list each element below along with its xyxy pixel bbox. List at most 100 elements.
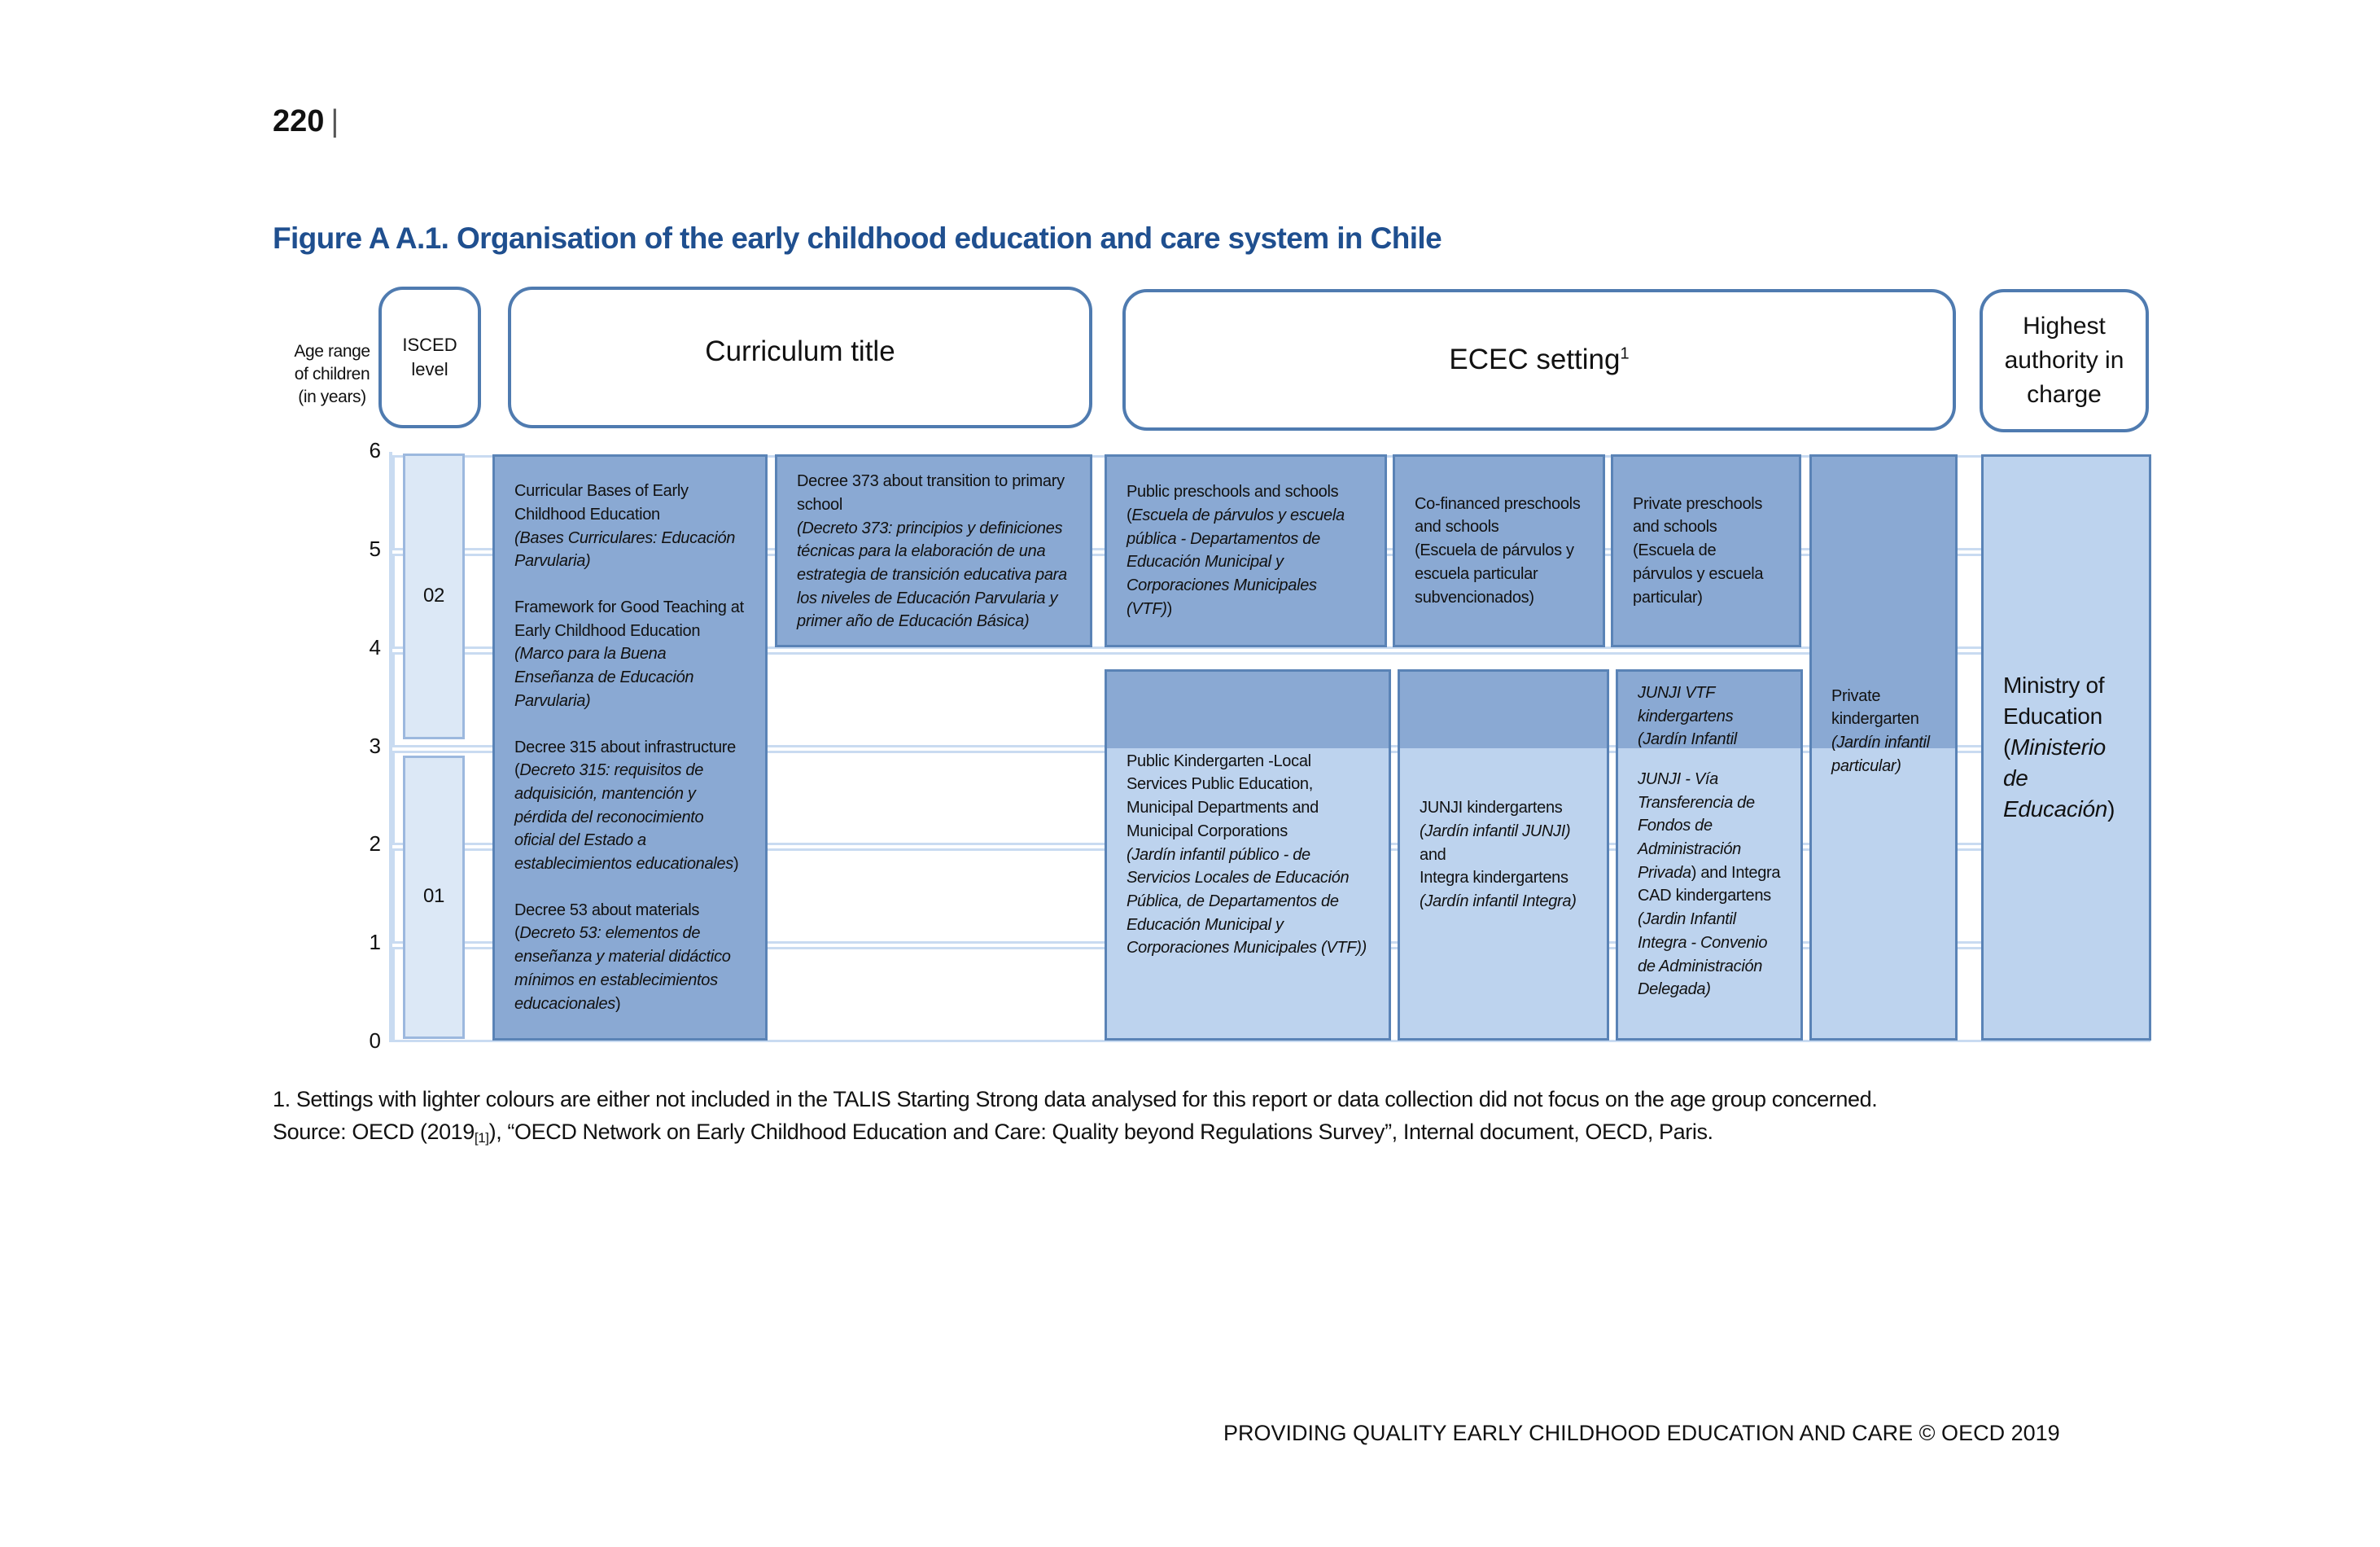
age-tick-label: 0 [369,1028,381,1053]
box-line: (Jardín infantil particular) [1831,731,1936,778]
box-text: Co-financed preschools and schools (Escue… [1415,493,1583,610]
italic-text: (Jardín infantil público - de Servicios … [1127,845,1367,958]
box-line: (Jardin Infantil Integra - Convenio de A… [1638,908,1781,1001]
included-portion [1618,671,1800,748]
page-number: 220 | [273,104,339,139]
source-reference-link[interactable]: [1] [474,1130,489,1146]
included-portion [1400,671,1607,748]
curriculum-transition-box: Decree 373 about transition to primary s… [775,454,1092,647]
box-line: Decree 315 about infrastructure [514,736,746,760]
box-line: (Escuela de párvulos y escuela pública -… [1127,504,1365,621]
text: Co-financed preschools and schools [1415,494,1581,537]
italic-text: Decreto 315: requisitos de adquisición, … [514,761,733,874]
box-paragraph: Decree 53 about materials (Decreto 53: el… [514,899,746,1016]
box-text: JUNJI VTF kindergartens (Jardín Infantil… [1638,681,1781,1001]
box-line: Decree 373 about transition to primary s… [797,470,1070,516]
box-text: JUNJI kindergartens (Jardín infantil JUNJ… [1420,796,1587,914]
curriculum-main-box: Curricular Bases of Early Childhood Educ… [492,454,768,1041]
authority-header: Highest authority in charge [1980,289,2149,432]
junji-integra-box: JUNJI kindergartens (Jardín infantil JUNJ… [1398,668,1609,1041]
italic-text: (Decreto 373: principios y definiciones … [797,519,1067,631]
box-paragraph: Decree 315 about infrastructure (Decreto … [514,736,746,876]
page-separator: | [330,104,339,138]
ecec-header-text: ECEC setting [1449,344,1621,375]
text: ( [514,761,520,780]
box-line: Private preschools and schools [1633,493,1779,539]
ecec-header-label: ECEC setting1 [1449,344,1629,376]
box-line: (Jardín infantil JUNJI) [1420,820,1587,844]
text: Public preschools and schools [1127,483,1339,502]
age-axis-line [389,452,392,1042]
text: ) [2107,796,2115,822]
box-line: Private kindergarten [1831,685,1936,731]
italic-text: Ministerio de Educación [2003,734,2108,822]
box-line: (Escuela de párvulos y escuela particula… [1415,539,1583,609]
text: Integra kindergartens [1420,869,1568,887]
text: JUNJI kindergartens [1420,799,1563,817]
box-paragraph: Public preschools and schools (Escuela de… [1127,480,1365,620]
text: ( [2003,734,2011,760]
text: Private kindergarten [1831,686,1919,729]
ministry-box: Ministry of Education (Ministerio de Educ… [1981,454,2151,1041]
private-preschools-box: Private preschools and schools (Escuela d… [1611,454,1801,647]
text: Private preschools and schools [1633,494,1763,537]
text: Ministry of Education [2003,673,2105,730]
box-paragraph: Decree 373 about transition to primary s… [797,470,1070,633]
text: ( [1127,506,1132,525]
box-paragraph: JUNJI kindergartens (Jardín infantil JUNJ… [1420,796,1587,914]
age-tick-label: 4 [369,634,381,660]
age-tick-label: 3 [369,733,381,758]
box-line: JUNJI VTF kindergartens (Jardín Infantil [1638,681,1765,752]
box-line: Public preschools and schools [1127,480,1365,504]
box-text: Ministry of Education (Ministerio de Educ… [2003,670,2129,825]
curriculum-header-label: Curriculum title [705,335,895,367]
box-paragraph: Private preschools and schools (Escuela d… [1633,493,1779,610]
age-tick-label: 5 [369,537,381,561]
box-text: Public Kindergarten -Local Services Publ… [1127,750,1369,960]
box-paragraph: Private kindergarten (Jardín infantil par… [1831,685,1936,778]
text: ) and Integra CAD kindergartens [1638,863,1781,905]
age-axis-label: Age range of children (in years) [294,342,370,406]
box-text: Public preschools and schools (Escuela de… [1127,480,1365,620]
authority-header-label: Highest authority in charge [2004,313,2124,408]
page-number-value: 220 [273,104,325,138]
text: ) [733,855,739,874]
page-footer: PROVIDING QUALITY EARLY CHILDHOOD EDUCAT… [1223,1421,2060,1445]
figure-title: Figure A A.1. Organisation of the early … [273,221,1442,255]
box-line: (Ministerio de Educación) [2003,732,2129,825]
italic-text: Decreto 53: elementos de enseñanza y mat… [514,924,731,1013]
cofinanced-preschools-box: Co-financed preschools and schools (Escue… [1393,454,1605,647]
text: Decree 315 about infrastructure [514,738,736,756]
isced-level-01: 01 [403,755,465,1039]
text: Curricular Bases of Early Childhood Educ… [514,482,689,524]
isced-level-label: 02 [422,585,445,607]
isced-level-02: 02 [403,454,465,739]
source-text: Source: OECD (2019[1]), “OECD Network on… [273,1115,1877,1155]
italic-text: (Jardin Infantil Integra - Convenio de A… [1638,910,1768,999]
box-text: Decree 373 about transition to primary s… [797,470,1070,633]
box-paragraph: Framework for Good Teaching at Early Chi… [514,596,746,713]
box-paragraph: JUNJI - Vía Transferencia de Fondos de A… [1638,768,1781,1001]
box-line: (Bases Curriculares: Educación Parvulari… [514,527,746,573]
box-paragraph: Ministry of Education (Ministerio de Educ… [2003,670,2129,825]
public-kindergarten-box: Public Kindergarten -Local Services Publ… [1105,668,1391,1041]
text: and [1420,845,1446,864]
age-tick-label: 2 [369,831,381,857]
box-line: (Jardín infantil Integra) [1420,890,1587,914]
age-tick-label: 6 [369,438,381,463]
italic-text: JUNJI VTF kindergartens (Jardín Infantil [1638,683,1737,749]
italic-text: Escuela de párvulos y escuela pública - … [1127,506,1345,618]
junji-vtf-box: JUNJI VTF kindergartens (Jardín Infantil… [1616,668,1803,1041]
curriculum-header: Curriculum title [508,287,1092,428]
box-line: Decree 53 about materials [514,899,746,923]
text: (Escuela de párvulos y escuela particula… [1415,541,1574,607]
box-line: (Escuela de párvulos y escuela particula… [1633,539,1779,609]
box-line: Framework for Good Teaching at Early Chi… [514,596,746,642]
box-paragraph: Co-financed preschools and schools (Escue… [1415,493,1583,610]
box-line: Co-financed preschools and schools [1415,493,1583,539]
isced-level-label: 01 [422,885,445,908]
italic-text: (Jardín infantil Integra) [1420,892,1577,910]
text: Decree 53 about materials [514,901,700,919]
footnote-text: 1. Settings with lighter colours are eit… [273,1087,1878,1111]
box-text: Curricular Bases of Early Childhood Educ… [514,480,746,1015]
